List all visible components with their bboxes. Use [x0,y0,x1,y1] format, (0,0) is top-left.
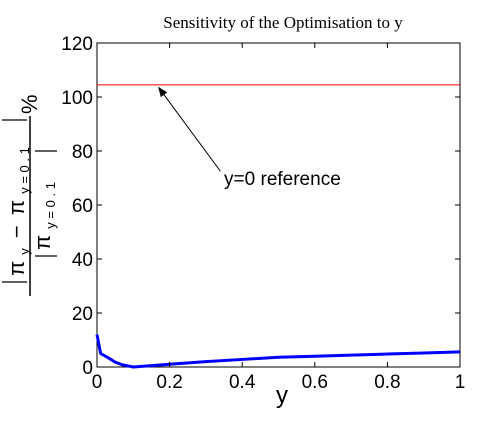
y-tick-label: 60 [72,196,93,217]
y-tick-label: 120 [61,34,93,55]
x-tick-label: 0 [92,372,103,393]
series-line-sensitivity [95,334,461,369]
y-label-den-pi: π [30,235,55,250]
y-tick-label: 0 [82,358,93,379]
y-tick-label: 40 [72,250,93,271]
plot-area [96,42,461,368]
annotation-arrow [158,86,221,172]
chart-title: Sensitivity of the Optimisation to y [163,13,403,32]
plot-frame [96,42,461,368]
x-tick-label: 0.6 [302,372,328,393]
y-label-num-sub1: y [17,248,32,255]
y-tick-label: 80 [72,142,93,163]
y-tick-label: 100 [61,88,93,109]
annotation-label: y=0 reference [224,169,341,190]
svg-text:π y − π: π y − π y = 0 . 1 [4,147,34,276]
y-label-num-sub2: y = 0 . 1 [17,147,32,194]
x-tick-label: 0.2 [156,372,182,393]
y-axis-ticks: 0 20 40 60 80 100 120 [61,34,460,379]
y-axis-label: π y − π y = 0 . 1 π y = 0 . 1 % [2,94,58,296]
y-label-num-minus: − [4,225,29,238]
y-label-num-pi2: π [4,200,29,215]
series-layer [95,84,461,369]
x-axis-label: y [276,382,288,409]
y-tick-label: 20 [72,304,93,325]
x-axis-ticks: 0 0.2 0.4 0.6 0.8 1 [92,43,466,393]
y-label-percent: % [17,94,42,114]
svg-text:π y = 0 . 1: π y = 0 . 1 [30,182,58,250]
y-label-den-sub: y = 0 . 1 [43,182,58,229]
x-tick-label: 1 [455,372,466,393]
x-tick-label: 0.4 [229,372,256,393]
y-label-num-pi: π [4,261,29,276]
annotation-layer: y=0 reference [158,86,341,190]
x-tick-label: 0.8 [374,372,400,393]
